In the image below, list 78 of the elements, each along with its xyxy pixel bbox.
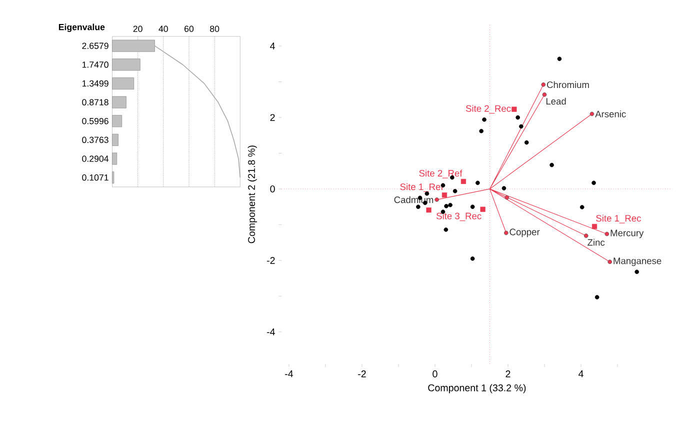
y-tick-label: -2 [266, 256, 275, 264]
x-axis-title: Component 1 (33.2 %) [428, 384, 526, 394]
x-tick-label: 0 [432, 370, 438, 378]
y-axis-title: Eigenvalue [58, 24, 105, 32]
point [594, 295, 600, 300]
point [442, 192, 448, 198]
point [592, 224, 598, 229]
point [512, 106, 517, 112]
point [444, 228, 448, 232]
point [592, 180, 596, 186]
y-tick-label: 0.5996 [82, 118, 108, 124]
data-label: Site 1_Rec [596, 214, 641, 224]
point [460, 178, 466, 184]
bar [112, 58, 140, 71]
x-tick-label: 20 [133, 26, 142, 32]
point [580, 204, 584, 210]
data-label: Copper [510, 228, 540, 238]
y-tick-label: 0.1071 [82, 174, 108, 181]
point [541, 82, 546, 87]
point [470, 204, 475, 209]
point [416, 204, 420, 209]
y-tick-label: 1.7470 [82, 61, 108, 68]
y-tick-label: 2.6579 [82, 42, 108, 49]
point [604, 232, 610, 236]
point [448, 202, 452, 208]
x-tick-label: 4 [578, 370, 584, 378]
x-tick-label: 60 [184, 26, 194, 32]
point [502, 186, 506, 190]
point [524, 140, 529, 145]
point [476, 180, 480, 186]
point [542, 92, 547, 97]
point [584, 234, 588, 238]
data-label: Site 2_Rec [466, 104, 511, 114]
point [608, 260, 612, 264]
point [504, 230, 508, 236]
point [504, 195, 510, 200]
data-label: Site 3_Rec [436, 212, 482, 222]
point [518, 124, 524, 129]
point [479, 128, 484, 134]
y-tick-label: -4 [266, 328, 275, 336]
data-label: Mercury [610, 230, 644, 238]
bar [112, 134, 118, 146]
point [590, 112, 594, 116]
x-tick-label: 40 [158, 26, 168, 32]
x-tick-label: -2 [358, 370, 366, 378]
point [634, 270, 640, 274]
y-tick-label: 0 [270, 185, 275, 192]
point [557, 56, 562, 62]
point [452, 188, 458, 194]
y-tick-label: 0.2904 [82, 156, 109, 162]
y-tick-label: 2 [270, 114, 275, 121]
bar [112, 152, 118, 165]
data-label: Arsenic [595, 110, 626, 118]
point [482, 117, 486, 122]
point [470, 256, 475, 261]
data-label: Zinc [588, 238, 605, 246]
y-tick-label: 4 [270, 42, 275, 50]
y-axis-title: Component 2 (21.8 %) [248, 146, 257, 244]
point [516, 115, 520, 120]
point [550, 162, 554, 168]
point [434, 197, 439, 202]
y-tick-label: 1.3499 [82, 80, 108, 87]
data-label: Site 2_Ref [419, 170, 462, 178]
point [444, 204, 448, 208]
bar [112, 115, 122, 128]
bar [112, 40, 155, 52]
x-tick-label: 80 [210, 26, 220, 32]
bar [112, 77, 134, 90]
data-label: Chromium [547, 81, 589, 88]
y-tick-label: 0.8718 [82, 99, 108, 106]
x-tick-label: -4 [285, 370, 294, 378]
data-label: Manganese [614, 258, 662, 266]
bar [112, 96, 126, 108]
x-tick-label: 2 [506, 370, 510, 378]
point [426, 207, 432, 213]
point [480, 206, 486, 212]
data-label: Lead [546, 98, 566, 105]
y-tick-label: 0.3763 [82, 136, 108, 143]
